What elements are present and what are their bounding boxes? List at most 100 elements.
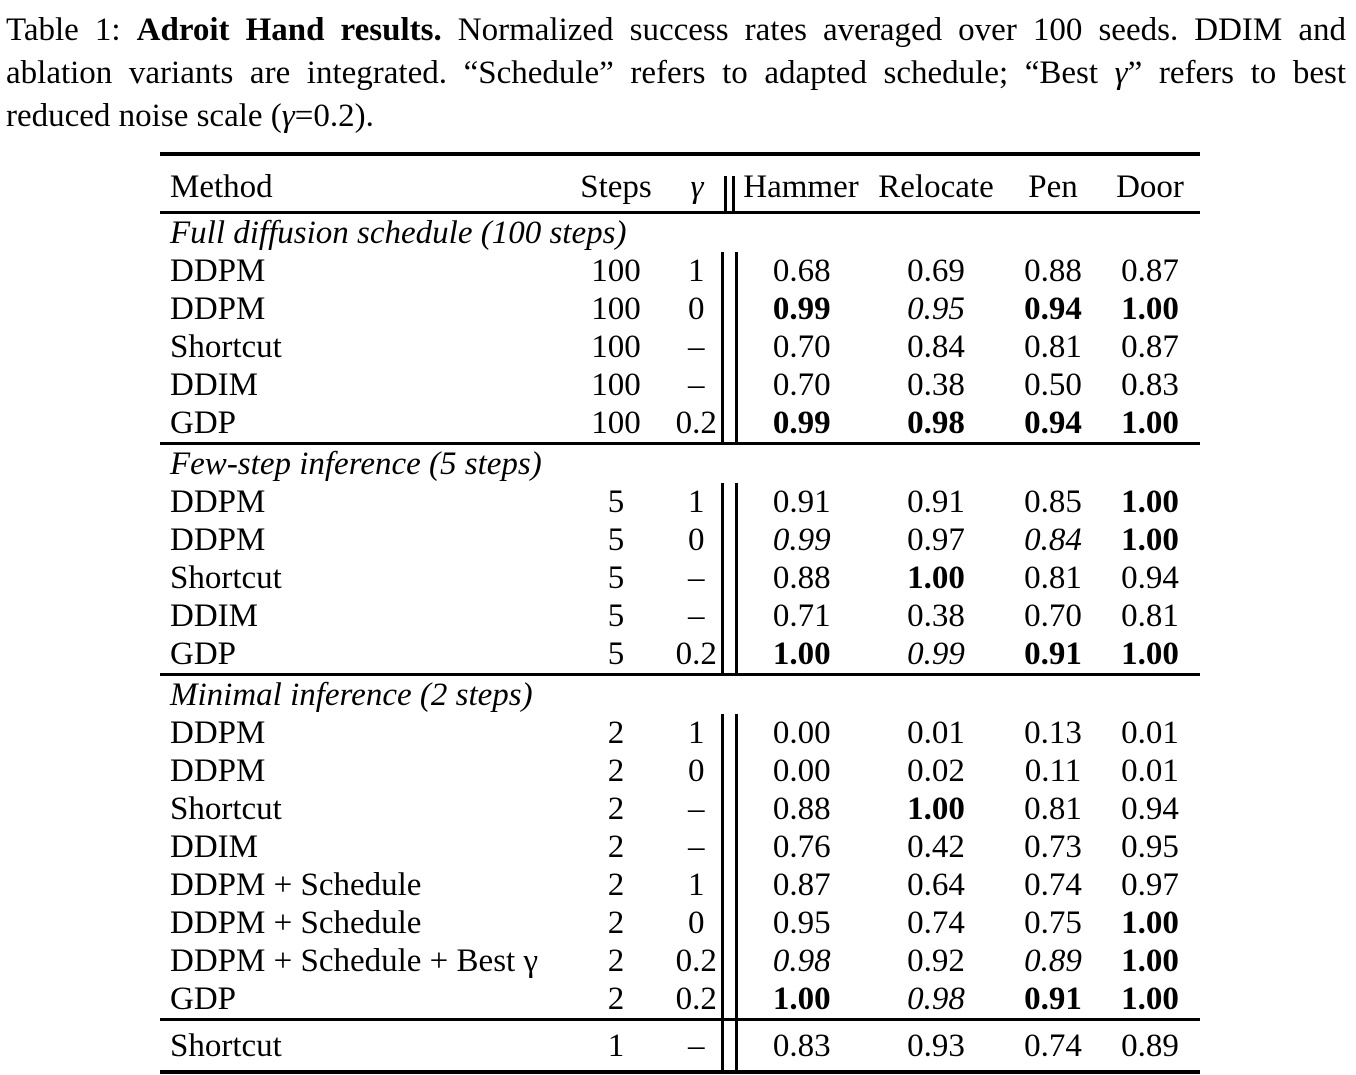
value-cell: 0.89	[1121, 1027, 1179, 1064]
gamma-cell: –	[688, 367, 705, 403]
method-cell: Shortcut	[170, 560, 282, 596]
table-row: GDP 2 0.2 1.00 0.98 0.91 1.00	[160, 980, 1200, 1020]
value-cell: 0.73	[1024, 829, 1082, 865]
value-cell: 0.95	[772, 905, 831, 941]
value-cell: 0.69	[907, 253, 965, 289]
value-cell: 0.84	[907, 329, 965, 365]
method-cell: Shortcut	[170, 1027, 282, 1064]
method-cell: DDIM	[170, 367, 258, 403]
section-heading-row: Few-step inference (5 steps)	[160, 444, 1200, 484]
value-cell: 0.00	[772, 715, 831, 751]
col-header-door: Door	[1116, 169, 1184, 205]
value-cell: 0.98	[907, 405, 965, 441]
value-cell: 0.99	[772, 405, 831, 441]
column-separator	[720, 328, 738, 366]
value-cell: 0.70	[1024, 598, 1082, 634]
value-cell: 0.97	[1121, 867, 1179, 903]
gamma-cell: 0.2	[675, 981, 717, 1017]
value-cell: 1.00	[772, 636, 831, 672]
value-cell: 0.38	[907, 598, 965, 634]
table-caption: Table 1: Adroit Hand results. Normalized…	[0, 0, 1356, 138]
col-header-hammer: Hammer	[743, 169, 859, 205]
col-header-relocate: Relocate	[878, 169, 994, 205]
col-header-steps: Steps	[580, 169, 652, 205]
value-cell: 0.98	[907, 981, 965, 1017]
gamma-cell: 0	[688, 905, 705, 941]
table-row: DDPM 2 0 0.00 0.02 0.11 0.01	[160, 752, 1200, 790]
column-separator	[720, 252, 738, 290]
column-separator	[720, 404, 738, 444]
value-cell: 0.38	[907, 367, 965, 403]
value-cell: 1.00	[1121, 522, 1179, 558]
gamma-cell: –	[688, 598, 705, 634]
value-cell: 0.70	[772, 329, 831, 365]
steps-cell: 100	[591, 405, 641, 441]
value-cell: 0.95	[907, 291, 965, 327]
value-cell: 0.87	[772, 867, 831, 903]
value-cell: 1.00	[907, 560, 965, 596]
gamma-cell: 0	[688, 291, 705, 327]
table-row: DDPM 5 0 0.99 0.97 0.84 1.00	[160, 521, 1200, 559]
gamma-cell: –	[688, 829, 705, 865]
results-table: Method Steps γ Hammer Relocate Pen Door …	[160, 152, 1200, 1074]
table-row: DDPM + Schedule 2 1 0.87 0.64 0.74 0.97	[160, 866, 1200, 904]
table-footer-section: Shortcut 1 – 0.83 0.93 0.74 0.89	[160, 1019, 1200, 1072]
col-header-method: Method	[170, 169, 273, 205]
gamma-cell: 1	[688, 484, 705, 520]
caption-body: Normalized success rates averaged over 1…	[6, 12, 1346, 91]
table-row: DDIM 2 – 0.76 0.42 0.73 0.95	[160, 828, 1200, 866]
table-row: GDP 5 0.2 1.00 0.99 0.91 1.00	[160, 635, 1200, 675]
value-cell: 0.98	[772, 943, 831, 979]
value-cell: 0.94	[1121, 560, 1179, 596]
value-cell: 1.00	[1121, 484, 1179, 520]
method-cell: DDPM + Schedule + Best γ	[170, 943, 539, 979]
caption-title: Adroit Hand results.	[136, 12, 442, 48]
value-cell: 0.81	[1024, 791, 1082, 827]
gamma-symbol: γ	[281, 98, 295, 134]
value-cell: 0.87	[1121, 329, 1179, 365]
method-cell: GDP	[170, 405, 237, 441]
caption-body: =0.2).	[294, 98, 374, 134]
value-cell: 0.99	[907, 636, 965, 672]
gamma-cell: 0.2	[675, 943, 717, 979]
value-cell: 0.01	[1121, 753, 1179, 789]
value-cell: 0.87	[1121, 253, 1179, 289]
value-cell: 1.00	[1121, 291, 1179, 327]
section-heading: Few-step inference (5 steps)	[170, 446, 542, 482]
steps-cell: 100	[591, 329, 641, 365]
column-separator	[720, 635, 738, 675]
value-cell: 0.91	[1024, 636, 1082, 672]
section-heading: Full diffusion schedule (100 steps)	[170, 215, 627, 251]
steps-cell: 5	[607, 560, 625, 596]
column-separator	[720, 790, 738, 828]
method-cell: DDPM	[170, 253, 266, 289]
value-cell: 0.74	[907, 905, 965, 941]
method-cell: Shortcut	[170, 329, 282, 365]
method-cell: DDPM	[170, 522, 266, 558]
section-heading-row: Minimal inference (2 steps)	[160, 675, 1200, 715]
value-cell: 1.00	[1121, 943, 1179, 979]
column-separator	[722, 154, 736, 213]
value-cell: 0.01	[1121, 715, 1179, 751]
section-heading-row: Full diffusion schedule (100 steps)	[160, 213, 1200, 253]
steps-cell: 2	[607, 943, 625, 979]
gamma-cell: 0.2	[675, 636, 717, 672]
value-cell: 0.76	[772, 829, 831, 865]
method-cell: DDPM + Schedule	[170, 905, 422, 941]
method-cell: GDP	[170, 981, 237, 1017]
value-cell: 0.99	[772, 522, 831, 558]
steps-cell: 100	[591, 367, 641, 403]
column-separator	[720, 828, 738, 866]
column-separator	[720, 1019, 738, 1072]
value-cell: 0.91	[772, 484, 831, 520]
value-cell: 0.74	[1024, 867, 1082, 903]
value-cell: 0.74	[1024, 1027, 1082, 1064]
method-cell: DDPM	[170, 484, 266, 520]
steps-cell: 2	[607, 753, 625, 789]
value-cell: 1.00	[1121, 636, 1179, 672]
steps-cell: 5	[607, 522, 625, 558]
value-cell: 0.93	[907, 1027, 965, 1064]
column-separator	[720, 714, 738, 752]
steps-cell: 5	[607, 484, 625, 520]
